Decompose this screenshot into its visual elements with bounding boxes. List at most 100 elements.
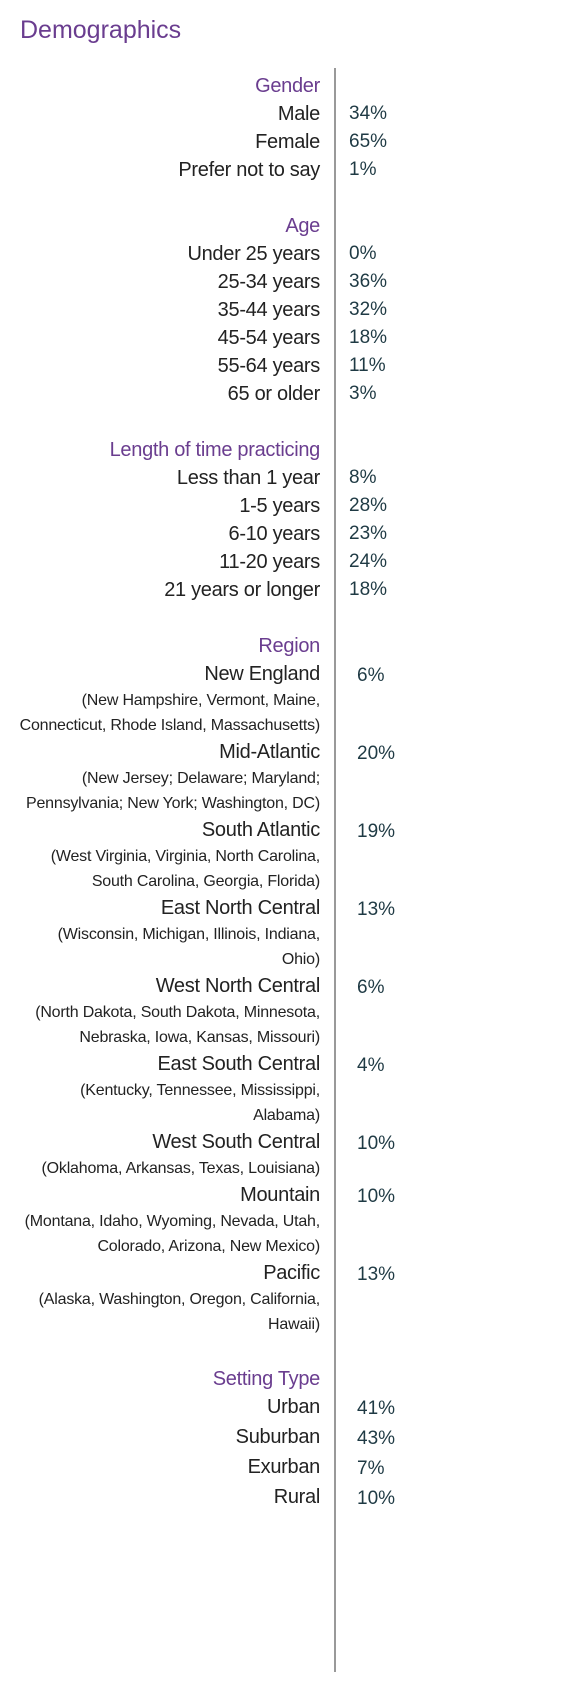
section: Gender Male 34% Female 65% Prefer not to say 1… bbox=[0, 72, 580, 184]
label-cell: Mid-Atlantic (New Jersey; Delaware; Maryl… bbox=[0, 738, 320, 816]
row-label: East North Central bbox=[160, 897, 320, 919]
row-label: Mid-Atlantic bbox=[219, 741, 320, 763]
row-value: 3% bbox=[349, 383, 377, 404]
row-label: Mountain bbox=[240, 1184, 320, 1206]
row-note: (New Hampshire, Vermont, Maine, Connecti… bbox=[19, 692, 321, 734]
row-label: Under 25 years bbox=[187, 243, 320, 265]
table-row: Rural 10% bbox=[0, 1483, 580, 1513]
table-row: 25-34 years 36% bbox=[0, 268, 580, 296]
section: Region New England (New Hampshire, Vermont… bbox=[0, 632, 580, 1337]
label-cell: 6-10 years bbox=[0, 520, 321, 548]
section-heading: Region bbox=[258, 635, 320, 657]
row-value: 10% bbox=[357, 1186, 396, 1207]
row-note: (Wisconsin, Michigan, Illinois, Indiana,… bbox=[57, 926, 321, 968]
table-row: Less than 1 year 8% bbox=[0, 464, 580, 492]
label-cell: Urban bbox=[0, 1393, 320, 1423]
row-value: 0% bbox=[349, 243, 377, 264]
row-label: 6-10 years bbox=[228, 523, 321, 545]
row-note: (West Virginia, Virginia, North Carolina… bbox=[50, 848, 320, 890]
row-value: 6% bbox=[357, 665, 385, 686]
table-row: 55-64 years 11% bbox=[0, 352, 580, 380]
row-note: (North Dakota, South Dakota, Minnesota, … bbox=[35, 1004, 320, 1046]
label-cell: West North Central (North Dakota, South D… bbox=[0, 972, 320, 1050]
label-cell: West South Central (Oklahoma, Arkansas, T… bbox=[0, 1128, 321, 1181]
table-row: 21 years or longer 18% bbox=[0, 576, 580, 604]
table-row: Prefer not to say 1% bbox=[0, 156, 580, 184]
row-value: 20% bbox=[357, 743, 396, 764]
row-value: 28% bbox=[349, 495, 388, 516]
section-heading: Age bbox=[285, 215, 320, 237]
table-row: Suburban 43% bbox=[0, 1423, 580, 1453]
table-row: Pacific (Alaska, Washington, Oregon, Cali… bbox=[0, 1259, 580, 1337]
demographics-table: Gender Male 34% Female 65% Prefer not to say 1… bbox=[0, 72, 580, 1541]
divider bbox=[334, 68, 336, 1672]
row-label: 25-34 years bbox=[217, 271, 321, 293]
row-label: Female bbox=[255, 131, 320, 153]
row-value: 6% bbox=[357, 977, 385, 998]
row-value: 18% bbox=[349, 579, 388, 600]
label-cell: Prefer not to say bbox=[0, 156, 320, 184]
row-value: 7% bbox=[357, 1458, 385, 1479]
table-row: 65 or older 3% bbox=[0, 380, 580, 408]
row-label: 35-44 years bbox=[217, 299, 321, 321]
section-header: Length of time practicing bbox=[0, 436, 580, 464]
table-row: Male 34% bbox=[0, 100, 580, 128]
row-value: 43% bbox=[357, 1428, 396, 1449]
row-label: West South Central bbox=[152, 1131, 320, 1153]
label-cell: 1-5 years bbox=[0, 492, 320, 520]
row-value: 65% bbox=[349, 131, 388, 152]
table-row: Mid-Atlantic (New Jersey; Delaware; Maryl… bbox=[0, 738, 580, 816]
section-heading: Setting Type bbox=[212, 1368, 321, 1390]
table-row: 6-10 years 23% bbox=[0, 520, 580, 548]
row-note: (Kentucky, Tennessee, Mississippi, Alaba… bbox=[80, 1082, 320, 1124]
label-cell: 55-64 years bbox=[0, 352, 321, 380]
table-row: Exurban 7% bbox=[0, 1453, 580, 1483]
row-label: Urban bbox=[267, 1396, 320, 1418]
table-row: West North Central (North Dakota, South D… bbox=[0, 972, 580, 1050]
row-note: (Alaska, Washington, Oregon, California,… bbox=[38, 1291, 321, 1333]
row-label: 45-54 years bbox=[217, 327, 321, 349]
label-cell: Under 25 years bbox=[0, 240, 320, 268]
section-header: Age bbox=[0, 212, 580, 240]
table-row: South Atlantic (West Virginia, Virginia, … bbox=[0, 816, 580, 894]
label-cell: 65 or older bbox=[0, 380, 321, 408]
label-cell: 21 years or longer bbox=[0, 576, 320, 604]
section-header: Gender bbox=[0, 72, 580, 100]
row-note: (New Jersey; Delaware; Maryland; Pennsyl… bbox=[26, 770, 320, 812]
row-value: 10% bbox=[357, 1133, 396, 1154]
label-cell: 11-20 years bbox=[0, 548, 320, 576]
label-cell: Mountain (Montana, Idaho, Wyoming, Nevada… bbox=[0, 1181, 321, 1259]
row-label: Less than 1 year bbox=[176, 467, 320, 489]
row-label: West North Central bbox=[155, 975, 321, 997]
row-value: 13% bbox=[357, 899, 396, 920]
page-title: Demographics bbox=[20, 16, 182, 44]
label-cell: South Atlantic (West Virginia, Virginia, … bbox=[0, 816, 321, 894]
label-cell: East South Central (Kentucky, Tennessee, … bbox=[0, 1050, 320, 1128]
section: Length of time practicing Less than 1 yea… bbox=[0, 436, 580, 604]
label-cell: Suburban bbox=[0, 1423, 321, 1453]
row-label: Male bbox=[277, 103, 320, 125]
table-row: East South Central (Kentucky, Tennessee, … bbox=[0, 1050, 580, 1128]
row-value: 18% bbox=[349, 327, 388, 348]
row-value: 34% bbox=[349, 103, 388, 124]
table-row: 35-44 years 32% bbox=[0, 296, 580, 324]
section-heading: Length of time practicing bbox=[109, 439, 321, 461]
row-value: 8% bbox=[349, 467, 377, 488]
table-row: Urban 41% bbox=[0, 1393, 580, 1423]
label-cell: Male bbox=[0, 100, 320, 128]
table-row: East North Central (Wisconsin, Michigan, … bbox=[0, 894, 580, 972]
section: Age Under 25 years 0% 25-34 years 36% 35-44 y… bbox=[0, 212, 580, 408]
label-cell: 25-34 years bbox=[0, 268, 321, 296]
table-row: 11-20 years 24% bbox=[0, 548, 580, 576]
row-label: South Atlantic bbox=[201, 819, 320, 841]
row-label: Prefer not to say bbox=[178, 159, 320, 181]
label-cell: New England (New Hampshire, Vermont, Main… bbox=[0, 660, 321, 738]
section-heading: Gender bbox=[255, 75, 320, 97]
row-label: Rural bbox=[273, 1486, 321, 1508]
section: Setting Type Urban 41% Suburban 43% Exurban 7%… bbox=[0, 1365, 580, 1513]
row-label: New England bbox=[204, 663, 320, 685]
section-header: Setting Type bbox=[0, 1365, 580, 1393]
label-cell: 35-44 years bbox=[0, 296, 321, 324]
row-label: Suburban bbox=[235, 1426, 321, 1448]
table-row: New England (New Hampshire, Vermont, Main… bbox=[0, 660, 580, 738]
